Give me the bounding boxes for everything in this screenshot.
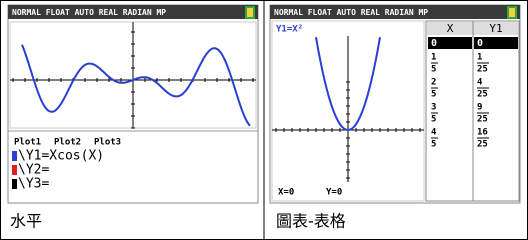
denominator: 25 bbox=[477, 140, 488, 150]
numerator: 1 bbox=[477, 53, 482, 63]
numerator: 4 bbox=[431, 128, 437, 138]
color-swatch bbox=[12, 151, 17, 161]
denominator: 5 bbox=[431, 90, 436, 100]
denominator: 5 bbox=[431, 65, 436, 75]
column-header: X bbox=[447, 22, 454, 35]
trace-x: X=0 bbox=[278, 188, 294, 198]
table-cell: 0 bbox=[431, 38, 437, 49]
numerator: 3 bbox=[431, 103, 436, 113]
numerator: 2 bbox=[431, 78, 436, 88]
denominator: 25 bbox=[477, 115, 488, 125]
equation: \Y3= bbox=[18, 177, 49, 192]
denominator: 5 bbox=[431, 115, 436, 125]
numerator: 16 bbox=[477, 128, 488, 138]
battery bbox=[508, 7, 516, 18]
status-text: NORMAL FLOAT AUTO REAL RADIAN MP bbox=[12, 8, 166, 17]
numerator: 9 bbox=[477, 103, 482, 113]
status-text: NORMAL FLOAT AUTO REAL RADIAN MP bbox=[274, 8, 428, 17]
caption: 水平 bbox=[10, 212, 42, 231]
battery bbox=[246, 7, 254, 18]
column-header: Y1 bbox=[489, 22, 502, 35]
plot-label: Plot1 bbox=[14, 138, 41, 148]
equation: \Y2= bbox=[18, 163, 49, 178]
plot-label: Plot3 bbox=[94, 138, 121, 148]
page: NORMAL FLOAT AUTO REAL RADIAN MP Plot1 P… bbox=[0, 0, 528, 240]
trace-y: Y=0 bbox=[326, 188, 342, 198]
denominator: 25 bbox=[477, 65, 488, 75]
caption: 圖表-表格 bbox=[276, 212, 346, 231]
numerator: 1 bbox=[431, 53, 436, 63]
denominator: 5 bbox=[431, 140, 436, 150]
color-swatch bbox=[12, 179, 17, 189]
color-swatch bbox=[12, 165, 17, 175]
graph-label: Y1=X² bbox=[276, 25, 303, 35]
denominator: 25 bbox=[477, 90, 488, 100]
equation: \Y1=Xcos(X) bbox=[18, 149, 104, 164]
plot-label: Plot2 bbox=[54, 138, 81, 148]
table-cell: 0 bbox=[477, 38, 483, 49]
numerator: 4 bbox=[477, 78, 483, 88]
